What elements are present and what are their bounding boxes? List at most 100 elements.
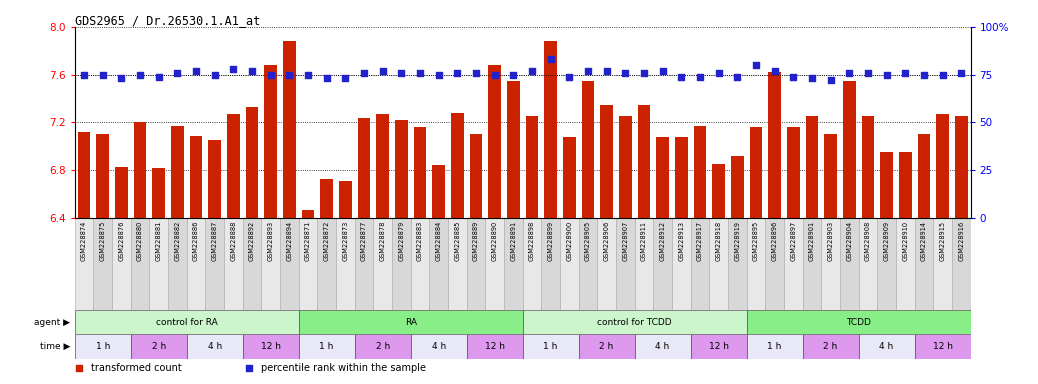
Bar (858, 334, 914, 359)
Bar (578, 334, 634, 359)
Point (412, 70, 429, 76)
Text: GSM228885: GSM228885 (455, 221, 460, 261)
Text: 2 h: 2 h (600, 342, 613, 351)
Bar (656, 137, 668, 218)
Bar (746, 218, 765, 310)
Point (710, 70, 727, 76)
Bar (731, 156, 743, 218)
Text: GDS2965 / Dr.26530.1.A1_at: GDS2965 / Dr.26530.1.A1_at (75, 14, 260, 27)
Text: GSM228910: GSM228910 (902, 221, 908, 261)
Bar (411, 334, 467, 359)
Bar (784, 218, 802, 310)
Text: transformed count: transformed count (91, 363, 182, 373)
Point (487, 71, 503, 78)
Bar (187, 334, 243, 359)
Bar (299, 334, 355, 359)
Text: GSM228896: GSM228896 (771, 221, 777, 261)
Bar (862, 116, 874, 218)
Text: GSM228913: GSM228913 (678, 221, 684, 261)
Bar (824, 134, 837, 218)
Bar (914, 218, 933, 310)
Point (841, 70, 857, 76)
Bar (933, 218, 952, 310)
Text: 4 h: 4 h (208, 342, 222, 351)
Bar (712, 164, 725, 218)
Bar (336, 218, 355, 310)
Bar (523, 310, 746, 334)
Bar (578, 218, 597, 310)
Text: GSM228889: GSM228889 (473, 221, 479, 261)
Bar (765, 218, 784, 310)
Point (76, 71, 92, 78)
Bar (411, 218, 430, 310)
Bar (243, 218, 262, 310)
Text: GSM228919: GSM228919 (734, 221, 740, 261)
Text: 12 h: 12 h (709, 342, 729, 351)
Bar (918, 134, 930, 218)
Bar (227, 114, 240, 218)
Bar (507, 81, 520, 218)
Bar (877, 218, 896, 310)
Point (523, 68, 540, 74)
Bar (634, 218, 653, 310)
Bar (430, 218, 448, 310)
Bar (690, 218, 709, 310)
Point (953, 70, 969, 76)
Bar (355, 218, 374, 310)
Bar (467, 218, 486, 310)
Bar (283, 41, 296, 218)
Bar (616, 218, 634, 310)
Point (375, 68, 391, 74)
Bar (302, 210, 315, 218)
Point (878, 71, 895, 78)
Point (785, 73, 801, 79)
Bar (597, 218, 616, 310)
Point (113, 75, 130, 81)
Text: GSM228891: GSM228891 (511, 221, 516, 261)
Text: GSM228890: GSM228890 (492, 221, 497, 261)
Bar (134, 122, 146, 218)
Text: GSM228917: GSM228917 (696, 221, 703, 261)
Bar (653, 218, 672, 310)
Point (654, 68, 671, 74)
Bar (321, 179, 333, 218)
Bar (693, 126, 706, 218)
Bar (153, 168, 165, 218)
Text: GSM228881: GSM228881 (156, 221, 162, 261)
Point (859, 70, 876, 76)
Text: 1 h: 1 h (767, 342, 782, 351)
Bar (749, 127, 762, 218)
Bar (450, 113, 464, 218)
Text: TCDD: TCDD (846, 318, 871, 326)
Text: GSM228887: GSM228887 (212, 221, 218, 261)
Text: 12 h: 12 h (932, 342, 953, 351)
Text: GSM228905: GSM228905 (585, 221, 591, 261)
Text: GSM228898: GSM228898 (529, 221, 535, 261)
Bar (209, 141, 221, 218)
Point (691, 73, 708, 79)
Text: GSM228915: GSM228915 (939, 221, 946, 261)
Text: 2 h: 2 h (152, 342, 166, 351)
Bar (672, 218, 690, 310)
Point (319, 75, 335, 81)
Text: percentile rank within the sample: percentile rank within the sample (262, 363, 426, 373)
Bar (600, 104, 613, 218)
Bar (523, 334, 578, 359)
Bar (392, 218, 411, 310)
Bar (768, 72, 781, 218)
Point (897, 70, 913, 76)
Point (542, 56, 558, 63)
Point (916, 71, 932, 78)
Text: agent ▶: agent ▶ (34, 318, 71, 326)
Bar (131, 334, 187, 359)
Text: control for TCDD: control for TCDD (597, 318, 672, 326)
Bar (787, 127, 799, 218)
Point (561, 73, 577, 79)
Point (94, 71, 111, 78)
Bar (469, 134, 483, 218)
Point (766, 68, 783, 74)
Point (207, 71, 223, 78)
Text: GSM228894: GSM228894 (286, 221, 293, 261)
Bar (899, 152, 911, 218)
Text: time ▶: time ▶ (39, 342, 71, 351)
